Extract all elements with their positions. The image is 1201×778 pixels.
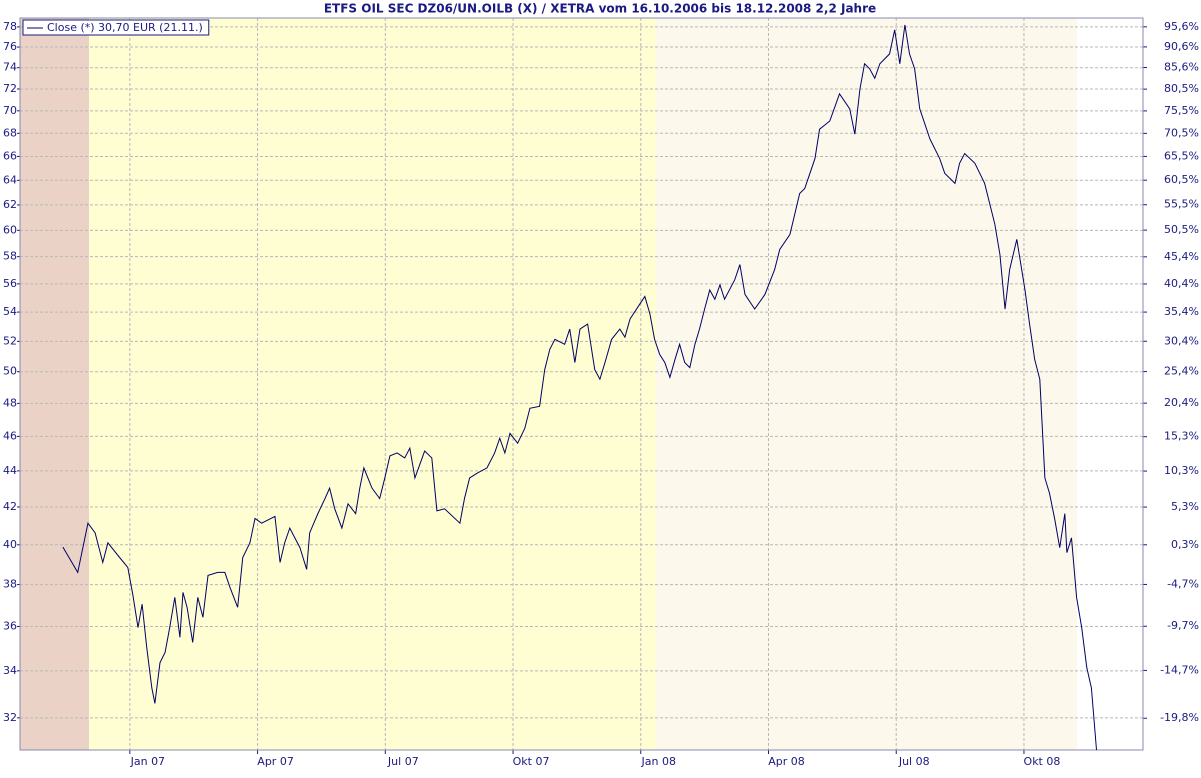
chart-title: ETFS OIL SEC DZ06/UN.OILB (X) / XETRA vo… <box>324 2 876 16</box>
y2-tick-label: 50,5% <box>1164 223 1199 236</box>
period-band <box>656 18 1077 750</box>
period-band <box>1077 18 1143 750</box>
y2-tick-label: 0,3% <box>1171 538 1199 551</box>
y2-tick-label: 80,5% <box>1164 82 1199 95</box>
y2-tick-label: -14,7% <box>1160 663 1199 676</box>
y-tick-label: 54 <box>3 305 17 318</box>
y2-tick-label: 25,4% <box>1164 365 1199 378</box>
y-tick-label: 46 <box>3 429 17 442</box>
y2-tick-label: 60,5% <box>1164 173 1199 186</box>
x-tick-label: Jul 07 <box>387 755 419 768</box>
y2-tick-label: 40,4% <box>1164 277 1199 290</box>
y2-tick-label: 5,3% <box>1171 500 1199 513</box>
y2-tick-label: 70,5% <box>1164 126 1199 139</box>
y-tick-label: 72 <box>3 82 17 95</box>
y2-tick-label: -19,8% <box>1160 711 1199 724</box>
y-tick-label: 66 <box>3 149 17 162</box>
y-tick-label: 78 <box>3 20 17 33</box>
y-tick-label: 52 <box>3 334 17 347</box>
x-tick-label: Apr 07 <box>257 755 294 768</box>
y-tick-label: 56 <box>3 277 17 290</box>
y-tick-label: 58 <box>3 250 17 263</box>
y-tick-label: 76 <box>3 40 17 53</box>
y-tick-label: 40 <box>3 538 17 551</box>
y2-tick-label: -4,7% <box>1167 577 1199 590</box>
y2-tick-label: -9,7% <box>1167 619 1199 632</box>
x-tick-label: Jul 08 <box>898 755 930 768</box>
y-tick-label: 44 <box>3 464 17 477</box>
period-band <box>89 18 656 750</box>
y-tick-label: 64 <box>3 173 17 186</box>
y-tick-label: 68 <box>3 126 17 139</box>
y2-tick-label: 20,4% <box>1164 396 1199 409</box>
legend-label: Close (*) 30,70 EUR (21.11.) <box>47 21 203 34</box>
y2-tick-label: 55,5% <box>1164 198 1199 211</box>
y-tick-label: 38 <box>3 578 17 591</box>
y2-tick-label: 15,3% <box>1164 430 1199 443</box>
y2-tick-label: 75,5% <box>1164 104 1199 117</box>
plot-frame <box>19 17 1144 751</box>
y2-tick-label: 35,4% <box>1164 305 1199 318</box>
y-tick-label: 62 <box>3 198 17 211</box>
y2-tick-label: 90,6% <box>1164 40 1199 53</box>
y-tick-label: 48 <box>3 396 17 409</box>
y-tick-label: 60 <box>3 223 17 236</box>
x-tick-label: Okt 08 <box>1024 755 1061 768</box>
y-tick-label: 34 <box>3 664 17 677</box>
legend-box <box>22 19 210 36</box>
y2-tick-label: 45,4% <box>1164 250 1199 263</box>
y-tick-label: 36 <box>3 619 17 632</box>
y-tick-label: 50 <box>3 365 17 378</box>
y-tick-label: 74 <box>3 61 17 74</box>
y-tick-label: 42 <box>3 500 17 513</box>
y2-tick-label: 85,6% <box>1164 61 1199 74</box>
x-tick-label: Jan 07 <box>130 755 165 768</box>
x-tick-label: Jan 08 <box>641 755 676 768</box>
x-tick-label: Apr 08 <box>768 755 805 768</box>
y-tick-label: 70 <box>3 104 17 117</box>
price-line <box>62 24 1098 751</box>
period-band <box>20 18 89 750</box>
y2-tick-label: 30,4% <box>1164 334 1199 347</box>
y2-tick-label: 95,6% <box>1164 20 1199 33</box>
y-tick-label: 32 <box>3 711 17 724</box>
x-tick-label: Okt 07 <box>513 755 550 768</box>
y2-tick-label: 65,5% <box>1164 149 1199 162</box>
y2-tick-label: 10,3% <box>1164 464 1199 477</box>
